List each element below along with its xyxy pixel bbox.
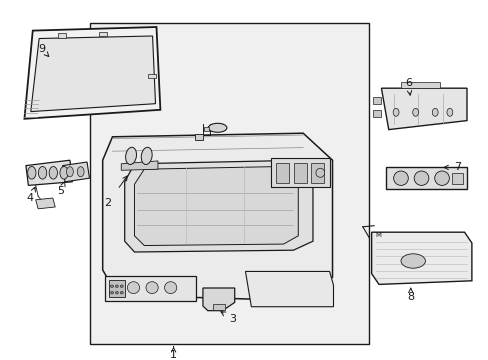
Polygon shape: [26, 160, 72, 185]
Ellipse shape: [49, 166, 58, 179]
Polygon shape: [381, 88, 466, 130]
Bar: [59, 33, 66, 38]
Text: 1: 1: [170, 350, 177, 360]
Bar: [109, 280, 124, 297]
Ellipse shape: [127, 282, 140, 294]
Bar: [90, 23, 368, 344]
Ellipse shape: [413, 171, 428, 185]
Ellipse shape: [446, 108, 452, 116]
Bar: [276, 163, 288, 183]
Text: 3: 3: [228, 314, 235, 324]
Ellipse shape: [120, 292, 123, 294]
Polygon shape: [203, 288, 234, 311]
Text: 9: 9: [38, 44, 45, 54]
Polygon shape: [24, 27, 160, 119]
Bar: [147, 74, 155, 78]
Bar: [212, 304, 224, 310]
Ellipse shape: [434, 171, 448, 185]
Ellipse shape: [208, 123, 226, 132]
Polygon shape: [102, 133, 332, 301]
Ellipse shape: [115, 285, 118, 287]
Bar: [400, 82, 439, 88]
Polygon shape: [245, 271, 333, 307]
Polygon shape: [62, 162, 89, 182]
Polygon shape: [134, 166, 298, 246]
Bar: [271, 158, 329, 187]
Polygon shape: [124, 160, 312, 252]
Bar: [194, 134, 203, 140]
Ellipse shape: [392, 108, 398, 116]
Ellipse shape: [66, 167, 73, 177]
Ellipse shape: [110, 292, 113, 294]
Ellipse shape: [60, 166, 68, 179]
Polygon shape: [371, 232, 471, 284]
Ellipse shape: [125, 147, 136, 165]
Polygon shape: [372, 110, 381, 117]
Ellipse shape: [115, 292, 118, 294]
Ellipse shape: [164, 282, 177, 294]
Text: 4: 4: [27, 193, 34, 203]
Bar: [203, 127, 208, 131]
Text: 8: 8: [407, 292, 413, 302]
Polygon shape: [31, 36, 155, 112]
Ellipse shape: [412, 108, 418, 116]
Polygon shape: [36, 198, 55, 209]
Ellipse shape: [110, 285, 113, 287]
Bar: [293, 163, 306, 183]
Bar: [451, 173, 462, 184]
Text: M: M: [375, 231, 381, 238]
Text: 5: 5: [58, 186, 64, 196]
Ellipse shape: [120, 285, 123, 287]
Polygon shape: [372, 97, 381, 104]
Text: 2: 2: [104, 198, 111, 208]
Bar: [386, 167, 466, 189]
Bar: [99, 32, 106, 36]
Bar: [105, 276, 195, 301]
Ellipse shape: [38, 166, 47, 179]
Bar: [311, 163, 324, 183]
Ellipse shape: [393, 171, 407, 185]
Ellipse shape: [141, 147, 152, 165]
Ellipse shape: [315, 168, 324, 177]
Polygon shape: [121, 161, 158, 170]
Text: 7: 7: [453, 162, 460, 172]
Ellipse shape: [431, 108, 437, 116]
Ellipse shape: [145, 282, 158, 294]
Text: 6: 6: [404, 78, 411, 88]
Ellipse shape: [27, 166, 36, 179]
Ellipse shape: [400, 254, 425, 268]
Ellipse shape: [77, 167, 84, 177]
